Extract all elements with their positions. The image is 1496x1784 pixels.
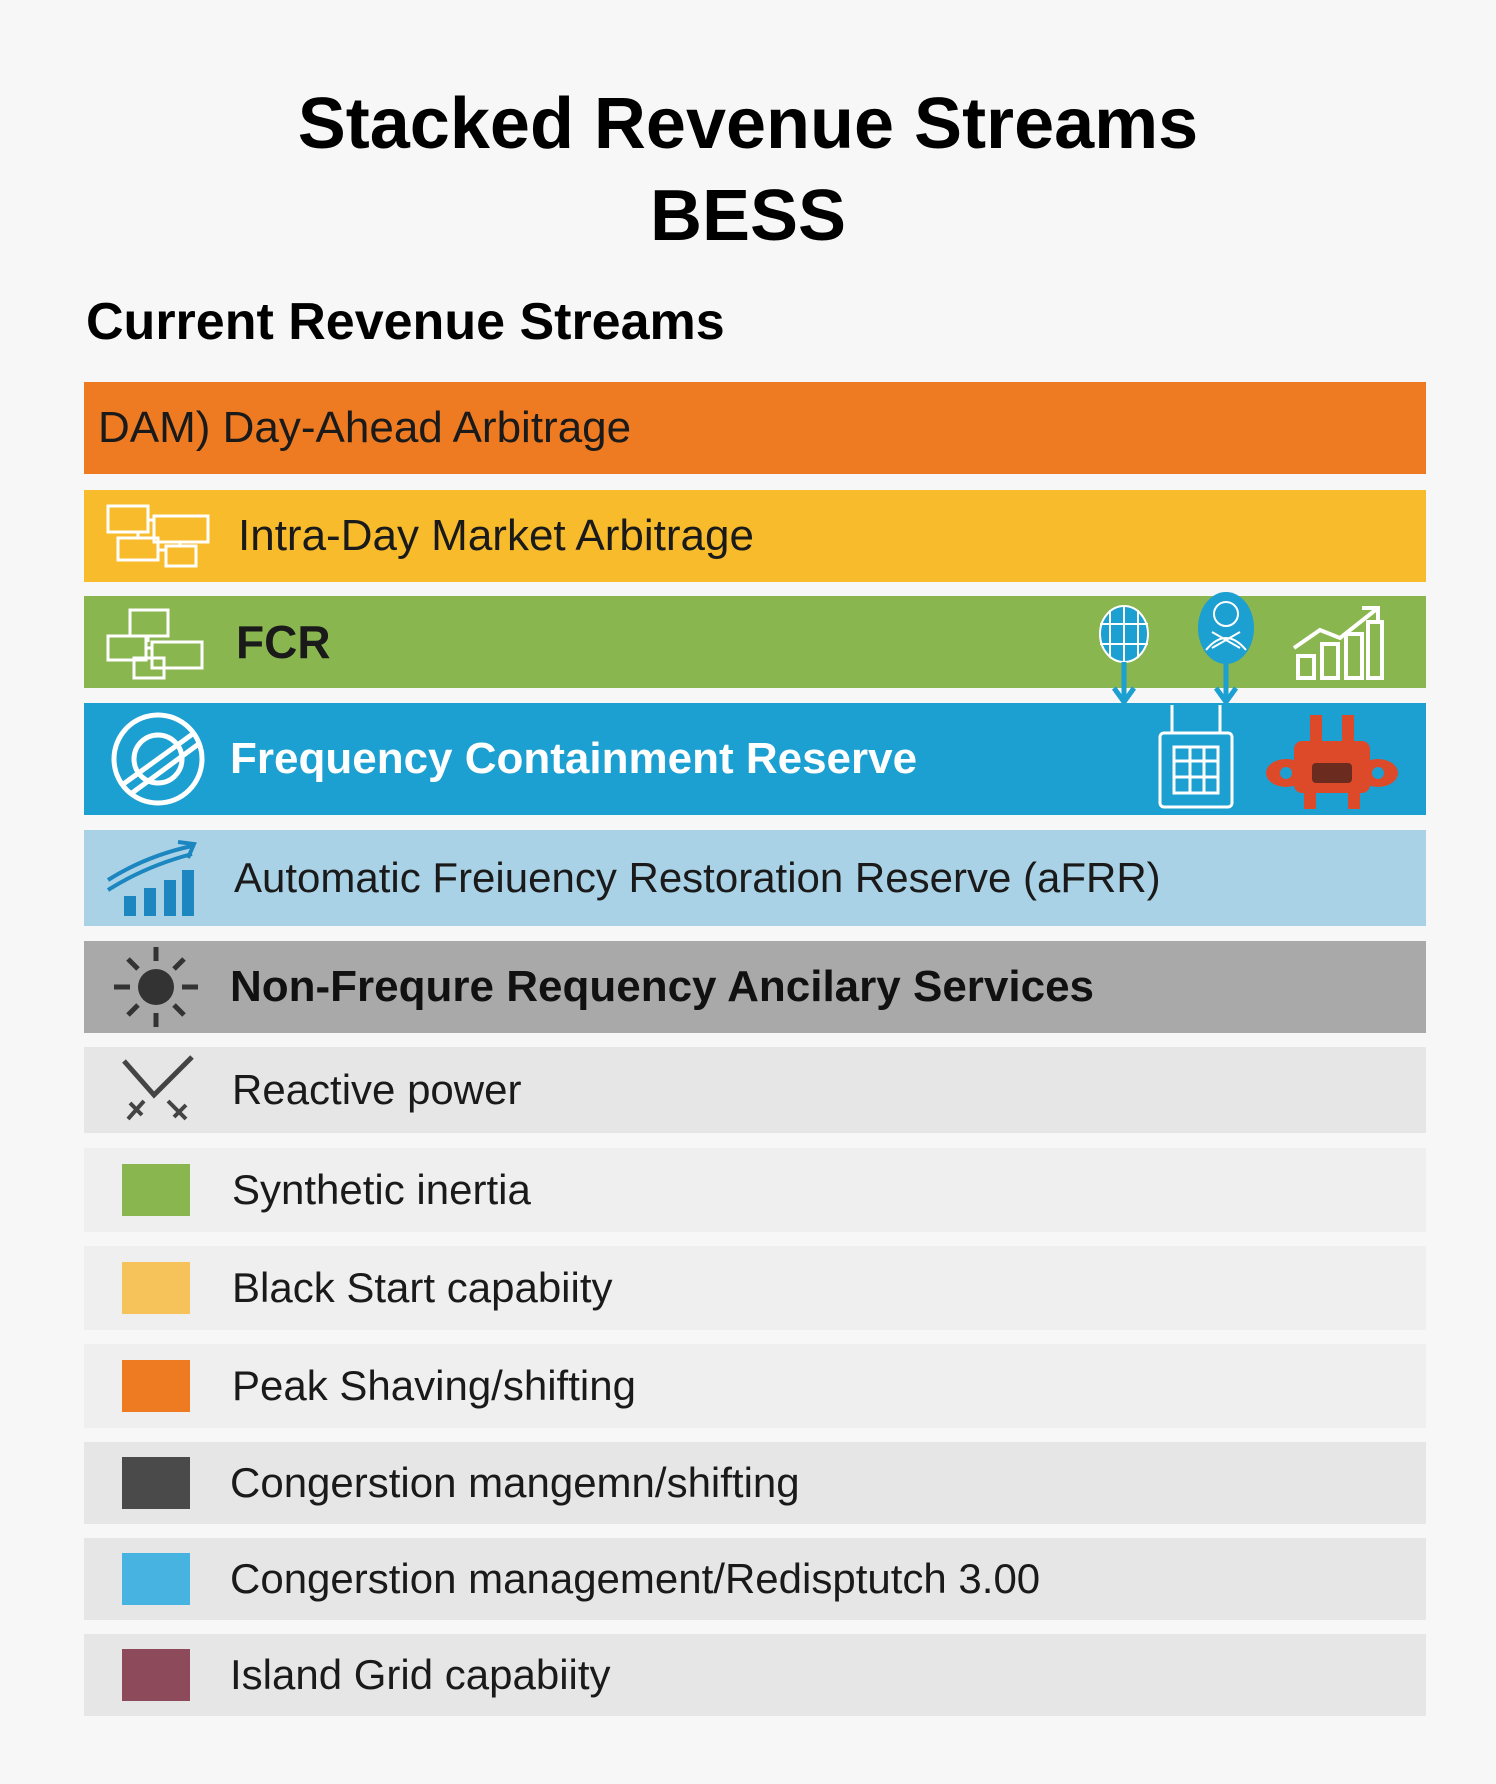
bar-chart-up-icon — [1292, 606, 1384, 680]
band-label: Intra-Day Market Arbitrage — [238, 511, 754, 560]
color-swatch — [122, 1457, 190, 1509]
band-label: FCR — [236, 616, 331, 668]
band-day-ahead-arbitrage: DAM) Day-Ahead Arbitrage — [84, 382, 1426, 474]
band-fcr: FCR — [84, 592, 1426, 707]
page-title: Stacked Revenue Streams — [297, 84, 1199, 164]
band-frequency-containment-reserve: Frequency Containment Reserve — [84, 703, 1426, 815]
list-item-black-start: Black Start capabiity — [84, 1246, 1426, 1330]
color-swatch — [122, 1553, 190, 1605]
growth-chart-icon — [106, 840, 197, 916]
list-item-label: Congerstion management/Redisptutch 3.00 — [230, 1555, 1041, 1602]
target-icon — [111, 712, 205, 806]
list-item-congestion-management-redispatch: Congerstion management/Redisptutch 3.00 — [84, 1538, 1426, 1620]
sun-icon — [114, 947, 198, 1027]
color-swatch — [122, 1360, 190, 1412]
list-item-island-grid: Island Grid capabiity — [84, 1634, 1426, 1716]
band-afrr: Automatic Freiuency Restoration Reserve … — [84, 830, 1426, 926]
list-item-reactive-power: Reactive power — [84, 1047, 1426, 1133]
control-panel-icon — [1158, 705, 1234, 809]
color-swatch — [122, 1262, 190, 1314]
page-subtitle: BESS — [649, 176, 847, 256]
network-boxes-icon — [106, 608, 204, 680]
person-icon — [1198, 592, 1254, 707]
network-boxes-icon — [106, 504, 210, 568]
band-intra-day-market-arbitrage: Intra-Day Market Arbitrage — [84, 490, 1426, 582]
band-label: Non-Frequre Requency Ancilary Services — [230, 962, 1095, 1011]
band-label: Automatic Freiuency Restoration Reserve … — [234, 854, 1161, 901]
robot-icon — [1266, 715, 1398, 809]
list-item-congestion-management-shifting: Congerstion mangemn/shifting — [84, 1442, 1426, 1524]
list-item-label: Synthetic inertia — [232, 1166, 531, 1213]
band-non-frequency-ancillary-services: Non-Frequre Requency Ancilary Services — [84, 941, 1426, 1033]
color-swatch — [122, 1649, 190, 1701]
color-swatch — [122, 1164, 190, 1216]
list-item-label: Peak Shaving/shifting — [232, 1362, 636, 1409]
list-item-label: Congerstion mangemn/shifting — [230, 1459, 800, 1506]
section-heading: Current Revenue Streams — [86, 293, 725, 351]
check-arrows-icon — [122, 1055, 194, 1121]
list-item-peak-shaving: Peak Shaving/shifting — [84, 1344, 1426, 1428]
list-item-label: Reactive power — [232, 1066, 522, 1113]
list-item-label: Black Start capabiity — [232, 1264, 613, 1311]
list-item-synthetic-inertia: Synthetic inertia — [84, 1148, 1426, 1232]
globe-icon — [1099, 605, 1149, 707]
band-label: DAM) Day-Ahead Arbitrage — [98, 403, 632, 452]
list-item-label: Island Grid capabiity — [230, 1651, 611, 1698]
band-label: Frequency Containment Reserve — [230, 734, 918, 783]
